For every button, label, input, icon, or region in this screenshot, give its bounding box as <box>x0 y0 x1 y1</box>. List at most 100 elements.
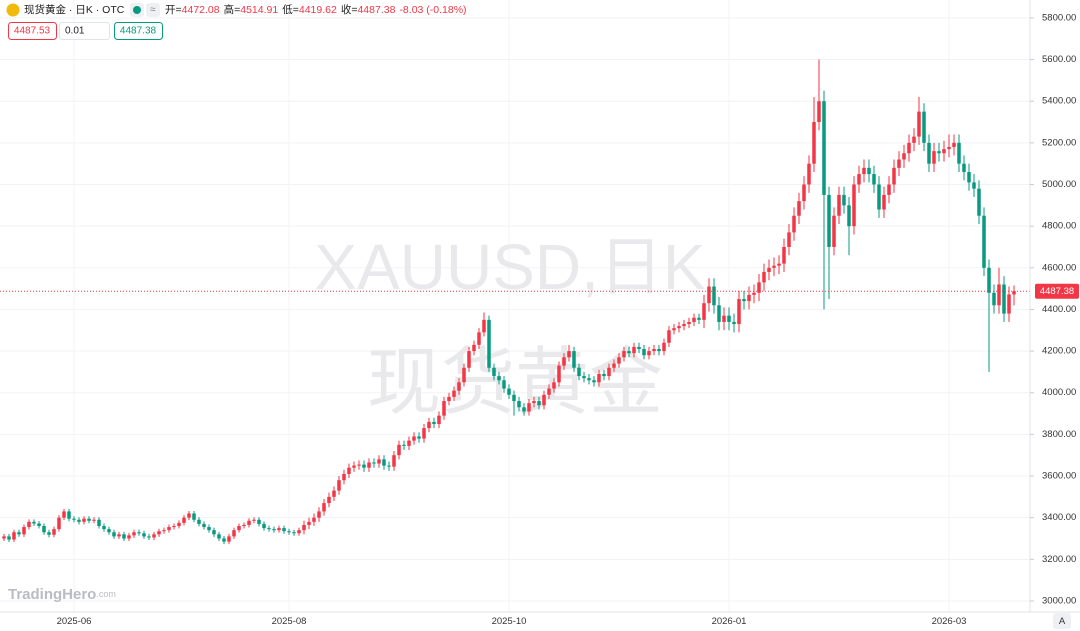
candle-body <box>272 529 276 531</box>
candle-body <box>632 346 636 354</box>
candle-body <box>512 394 516 402</box>
candle-body <box>417 436 421 439</box>
candle-body <box>327 496 331 504</box>
candle-body <box>322 503 326 512</box>
candle-body <box>897 159 901 168</box>
candle-body <box>857 174 861 185</box>
candle-body <box>302 524 306 531</box>
candle-body <box>547 388 551 395</box>
candle-body <box>442 401 446 416</box>
candle-body <box>792 215 796 233</box>
candle-body <box>847 205 851 227</box>
candle-body <box>987 267 991 293</box>
candle-body <box>372 462 376 464</box>
candle-body <box>352 465 356 468</box>
candle-body <box>82 518 86 522</box>
candle-body <box>587 378 591 381</box>
candle-body <box>562 357 566 366</box>
candle-body <box>912 136 916 143</box>
candle-body <box>982 215 986 268</box>
candle-body <box>702 303 706 320</box>
symbol-title: 现货黄金 · 日K · OTC <box>24 3 125 16</box>
candle-body <box>637 346 641 350</box>
candle-body <box>712 286 716 306</box>
candle-body <box>757 282 761 293</box>
sell-box[interactable] <box>8 22 57 40</box>
candle-body <box>277 528 281 531</box>
candle-body <box>732 321 736 325</box>
candle-body <box>747 294 751 302</box>
candle-body <box>622 351 626 358</box>
candle-body <box>382 459 386 466</box>
candle-body <box>537 401 541 406</box>
candle-body <box>142 533 146 537</box>
candle-body <box>62 511 66 518</box>
spread-box <box>59 22 110 40</box>
candle-body <box>292 532 296 534</box>
compare-button[interactable] <box>146 3 160 17</box>
candle-body <box>467 351 471 368</box>
candle-body <box>772 265 776 268</box>
candle-body <box>112 532 116 537</box>
candle-body <box>42 525 46 533</box>
candle-body <box>922 111 926 143</box>
candle-body <box>627 351 631 354</box>
candle-body <box>332 490 336 497</box>
candle-body <box>407 440 411 446</box>
candle-body <box>487 319 491 368</box>
logo: TradingHero.com <box>8 586 116 603</box>
candle-body <box>232 530 236 537</box>
y-tick-label: 4600.00 <box>1042 262 1076 273</box>
auto-scale-button[interactable] <box>1053 613 1071 629</box>
candle-body <box>507 388 511 395</box>
watermark: XAUUSD,日K <box>314 231 705 303</box>
candle-body <box>657 349 661 352</box>
ohlc-label: 开= <box>165 4 182 16</box>
candle-body <box>952 142 956 148</box>
candle-body <box>377 459 381 464</box>
candle-body <box>12 532 16 540</box>
candle-body <box>132 532 136 536</box>
candle-body <box>187 513 191 518</box>
candle-body <box>672 328 676 331</box>
candle-body <box>592 380 596 383</box>
y-tick-label: 3200.00 <box>1042 554 1076 565</box>
candle-body <box>997 284 1001 306</box>
candle-body <box>317 511 321 518</box>
buy-box[interactable] <box>114 22 163 40</box>
candle-body <box>692 317 696 322</box>
candle-body <box>492 367 496 377</box>
candle-body <box>682 324 686 327</box>
candle-body <box>797 201 801 216</box>
candle-body <box>222 538 226 542</box>
candle-body <box>762 271 766 283</box>
candle-body <box>397 444 401 456</box>
ohlc-value: 4472.08 <box>182 4 220 16</box>
last-price-label: 4487.38 <box>1040 286 1074 297</box>
candle-body <box>387 465 391 467</box>
candle-body <box>162 530 166 532</box>
candle-body <box>87 518 91 521</box>
y-tick-label: 4000.00 <box>1042 387 1076 398</box>
candle-body <box>742 299 746 302</box>
candle-body <box>977 188 981 216</box>
candle-body <box>552 382 556 389</box>
candle-body <box>817 101 821 123</box>
candle-body <box>127 535 131 539</box>
candle-body <box>212 530 216 535</box>
candle-body <box>192 513 196 520</box>
candle-body <box>937 151 941 154</box>
axes: 3000.00 3200.00 3400.00 3600.00 3800.00 4000.… <box>57 12 1079 627</box>
candle-body <box>942 149 946 154</box>
candle-body <box>197 519 201 524</box>
candle-body <box>1002 284 1006 314</box>
candle-body <box>877 184 881 210</box>
candle-body <box>447 396 451 402</box>
candle-body <box>252 519 256 521</box>
candle-body <box>642 349 646 356</box>
candle-body <box>852 184 856 227</box>
candle-body <box>652 349 656 352</box>
candle-body <box>287 531 291 533</box>
candle-body <box>402 444 406 446</box>
